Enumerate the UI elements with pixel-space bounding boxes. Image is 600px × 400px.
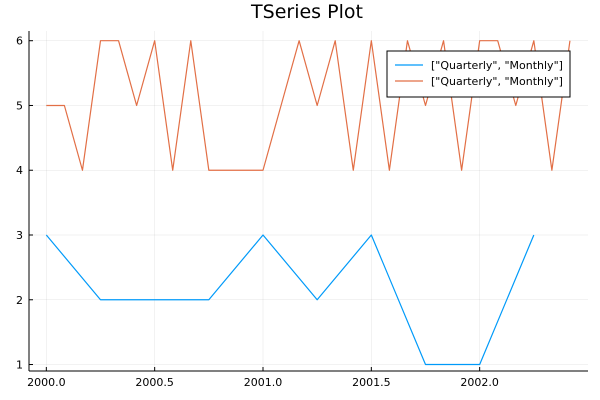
y-tick-label: 2 bbox=[16, 294, 23, 307]
y-tick-label: 6 bbox=[16, 35, 23, 48]
y-tick-label: 1 bbox=[16, 359, 23, 372]
series-line-1 bbox=[45, 234, 535, 366]
axes: 2000.0 2000.5 2001.0 2001.5 2002.0 1 2 3 4 5 6 bbox=[16, 31, 588, 389]
legend-label-1: ["Quarterly", "Monthly"] bbox=[431, 59, 563, 72]
y-tick-label: 4 bbox=[16, 164, 23, 177]
x-tick-label: 2001.5 bbox=[352, 376, 391, 389]
y-tick-label: 5 bbox=[16, 99, 23, 112]
x-tick-label: 2000.5 bbox=[135, 376, 174, 389]
y-tick-label: 3 bbox=[16, 229, 23, 242]
legend-box bbox=[386, 50, 571, 98]
x-tick-label: 2001.0 bbox=[244, 376, 283, 389]
x-tick-label: 2000.0 bbox=[27, 376, 66, 389]
series-layer bbox=[45, 40, 571, 366]
x-tick-label: 2002.0 bbox=[460, 376, 499, 389]
chart-title: TSeries Plot bbox=[250, 1, 363, 23]
legend-label-2: ["Quarterly", "Monthly"] bbox=[431, 75, 563, 88]
legend: ["Quarterly", "Monthly"] ["Quarterly", "M… bbox=[386, 50, 571, 98]
series-line-2 bbox=[46, 40, 571, 171]
